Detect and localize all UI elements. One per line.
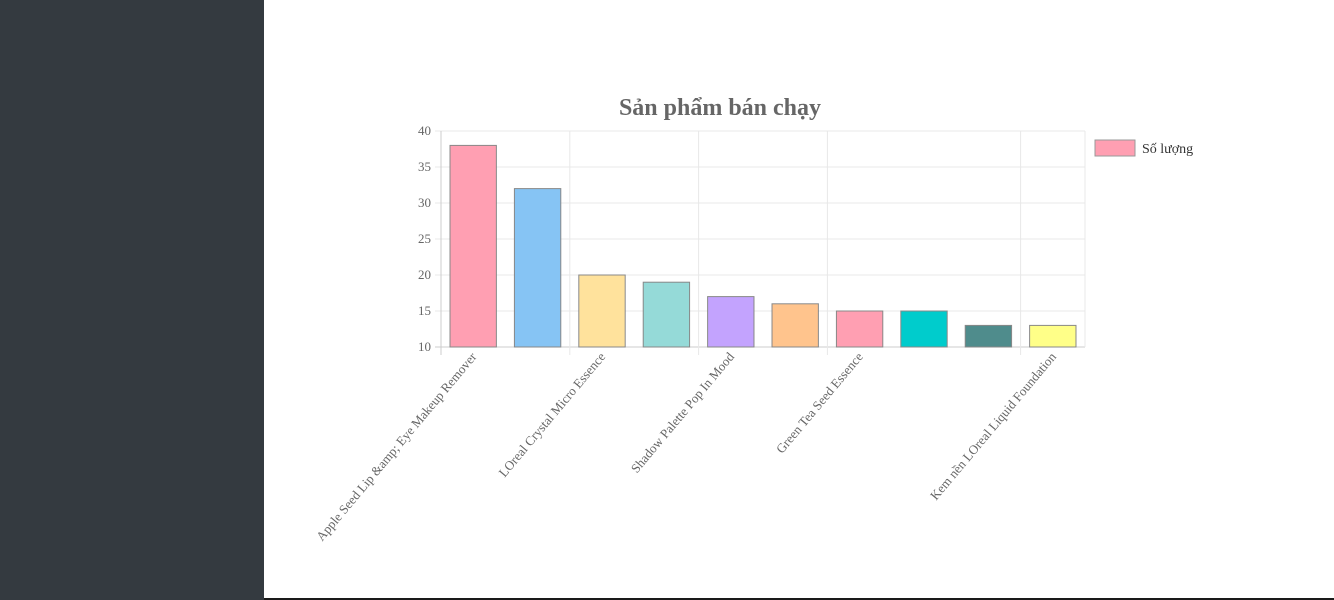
- x-tick-label: Shadow Palette Pop In Mood: [628, 349, 738, 476]
- bar[interactable]: [513, 188, 562, 348]
- bar[interactable]: [900, 310, 948, 348]
- bar[interactable]: [964, 324, 1013, 348]
- bar[interactable]: [771, 303, 819, 348]
- y-tick-label: 15: [418, 303, 431, 318]
- y-tick-label: 25: [418, 231, 431, 246]
- x-tick-label: Apple Seed Lip &amp; Eye Makeup Remover: [313, 349, 480, 544]
- bar[interactable]: [1029, 324, 1077, 348]
- y-tick-label: 10: [418, 339, 431, 354]
- legend-swatch: [1094, 139, 1136, 157]
- chart-title: Sản phẩm bán chạy: [619, 95, 821, 121]
- main-content: Sản phẩm bán chạy 10 15 20 25 30 35 40 Apple S…: [264, 0, 1334, 598]
- bar[interactable]: [835, 310, 884, 348]
- page-bottom-border: [264, 598, 1334, 600]
- y-tick-label: 40: [418, 123, 431, 138]
- bar[interactable]: [707, 296, 755, 348]
- bar-chart: Sản phẩm bán chạy 10 15 20 25 30 35 40 Apple S…: [313, 95, 1193, 544]
- bar[interactable]: [642, 281, 691, 348]
- legend-label: Số lượng: [1142, 142, 1193, 157]
- x-tick-label: Green Tea Seed Essence: [773, 349, 866, 456]
- x-tick-label: Kem nền LOreal Liquid Foundation: [927, 349, 1059, 503]
- y-tick-label: 35: [418, 159, 431, 174]
- y-axis-ticks: 10 15 20 25 30 35 40: [418, 123, 431, 354]
- y-tick-label: 20: [418, 267, 431, 282]
- x-tick-label: LOreal Crystal Micro Essence: [495, 349, 608, 480]
- x-axis-ticks: Apple Seed Lip &amp; Eye Makeup Remover L…: [313, 349, 1059, 544]
- chart-bars: [449, 144, 1077, 348]
- y-tick-label: 30: [418, 195, 431, 210]
- sidebar: [0, 0, 264, 600]
- bar[interactable]: [578, 274, 626, 348]
- bar[interactable]: [449, 144, 497, 348]
- chart-legend[interactable]: Số lượng: [1094, 139, 1193, 157]
